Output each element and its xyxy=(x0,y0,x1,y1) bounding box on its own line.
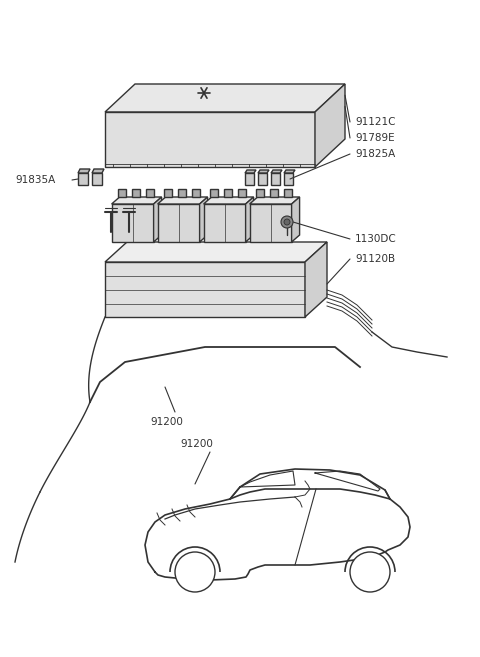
Polygon shape xyxy=(258,173,267,185)
Polygon shape xyxy=(245,173,254,185)
Polygon shape xyxy=(204,197,253,204)
Polygon shape xyxy=(245,170,256,173)
Polygon shape xyxy=(305,242,327,317)
Polygon shape xyxy=(145,189,154,197)
Polygon shape xyxy=(111,204,154,242)
Polygon shape xyxy=(258,170,269,173)
Polygon shape xyxy=(157,204,200,242)
Polygon shape xyxy=(92,173,102,185)
Text: 1130DC: 1130DC xyxy=(355,234,397,244)
Polygon shape xyxy=(105,242,327,262)
Polygon shape xyxy=(250,197,300,204)
Circle shape xyxy=(175,552,215,592)
Text: 91835A: 91835A xyxy=(15,175,55,185)
Polygon shape xyxy=(204,204,246,242)
Polygon shape xyxy=(154,197,162,242)
Polygon shape xyxy=(271,173,280,185)
Text: 91120B: 91120B xyxy=(355,254,395,264)
Polygon shape xyxy=(118,189,126,197)
Polygon shape xyxy=(271,170,282,173)
Polygon shape xyxy=(111,197,162,204)
Polygon shape xyxy=(78,173,88,185)
Polygon shape xyxy=(284,170,295,173)
Polygon shape xyxy=(246,197,253,242)
Text: 91825A: 91825A xyxy=(355,149,395,159)
Polygon shape xyxy=(200,197,207,242)
Polygon shape xyxy=(157,197,207,204)
Polygon shape xyxy=(292,197,300,242)
Circle shape xyxy=(284,219,290,225)
Text: 91200: 91200 xyxy=(150,417,183,427)
Polygon shape xyxy=(105,84,345,112)
Polygon shape xyxy=(78,169,90,173)
Polygon shape xyxy=(178,189,186,197)
Polygon shape xyxy=(164,189,172,197)
Polygon shape xyxy=(105,262,305,317)
Text: 91789E: 91789E xyxy=(355,133,395,143)
Polygon shape xyxy=(255,189,264,197)
Polygon shape xyxy=(270,189,277,197)
Polygon shape xyxy=(132,189,140,197)
Polygon shape xyxy=(238,189,246,197)
Polygon shape xyxy=(210,189,217,197)
Text: 91200: 91200 xyxy=(180,439,213,449)
Polygon shape xyxy=(250,204,292,242)
Polygon shape xyxy=(92,169,104,173)
Polygon shape xyxy=(224,189,231,197)
Polygon shape xyxy=(315,84,345,167)
Text: 91121C: 91121C xyxy=(355,117,396,127)
Polygon shape xyxy=(105,112,315,167)
Polygon shape xyxy=(284,173,293,185)
Polygon shape xyxy=(284,189,292,197)
Polygon shape xyxy=(192,189,200,197)
Circle shape xyxy=(281,216,293,228)
Circle shape xyxy=(350,552,390,592)
